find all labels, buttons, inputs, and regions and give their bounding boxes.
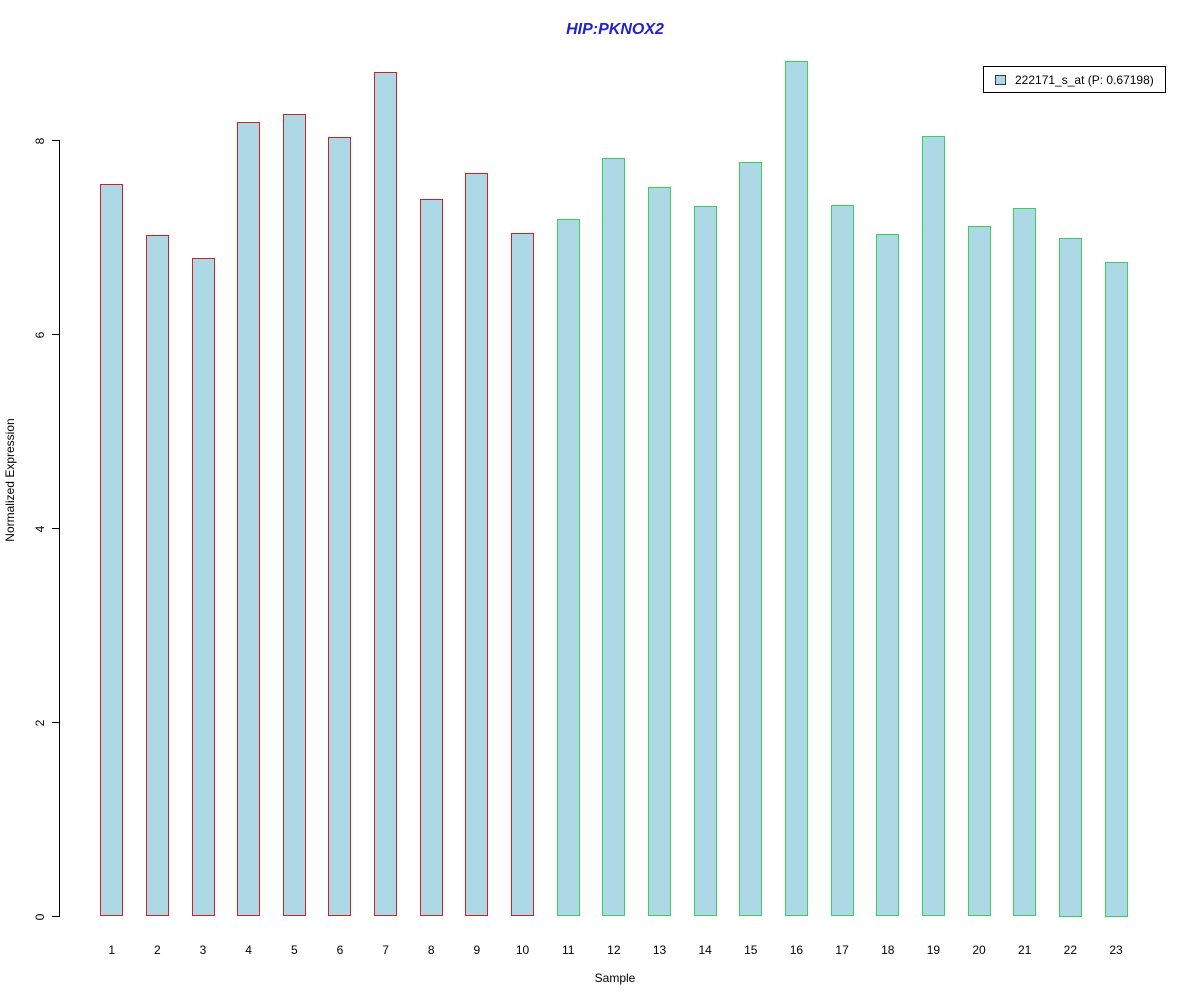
chart-title: HIP:PKNOX2	[566, 21, 664, 38]
bar	[465, 173, 489, 917]
bar	[237, 122, 261, 917]
y-axis-line	[58, 139, 60, 918]
bar	[328, 136, 352, 917]
x-tick-label: 4	[245, 943, 252, 957]
y-tick-label: 6	[33, 331, 47, 338]
bar	[784, 60, 808, 917]
bar	[693, 206, 717, 917]
x-tick-label: 18	[881, 943, 895, 957]
x-tick-label: 8	[427, 943, 435, 957]
x-tick-label: 11	[561, 943, 575, 957]
x-tick-label: 9	[473, 943, 481, 957]
x-tick-label: 22	[1063, 943, 1078, 957]
x-tick-label: 15	[744, 943, 758, 957]
x-tick-label: 7	[382, 943, 389, 957]
bar	[145, 234, 169, 917]
x-tick-label: 10	[515, 943, 530, 957]
bar	[830, 205, 854, 917]
bar	[282, 114, 306, 917]
x-tick-label: 1	[108, 943, 116, 957]
y-tick-mark	[51, 139, 59, 142]
x-tick-label: 12	[607, 943, 621, 957]
legend-swatch-icon	[995, 74, 1006, 85]
y-tick-mark	[51, 333, 59, 336]
x-tick-label: 13	[652, 943, 667, 957]
y-tick-label: 8	[33, 137, 47, 144]
x-tick-label: 2	[154, 943, 161, 957]
x-tick-label: 21	[1018, 943, 1032, 957]
bar	[876, 233, 900, 917]
bar	[739, 161, 763, 917]
bar	[648, 187, 671, 917]
y-tick-mark	[51, 915, 59, 918]
bar	[1104, 261, 1128, 917]
bar	[602, 157, 626, 917]
x-tick-label: 20	[972, 943, 986, 957]
legend-box: 222171_s_at (P: 0.67198)	[983, 66, 1166, 93]
x-tick-label: 17	[835, 943, 849, 957]
bar	[556, 219, 580, 917]
bar	[374, 71, 398, 917]
x-tick-label: 14	[698, 943, 712, 957]
x-tick-label: 5	[290, 943, 298, 957]
bar	[511, 232, 535, 917]
y-tick-mark	[51, 527, 59, 530]
bar	[967, 225, 991, 917]
x-tick-label: 16	[789, 943, 804, 957]
x-tick-label: 3	[199, 943, 207, 957]
y-tick-mark	[51, 721, 59, 724]
bar	[100, 184, 124, 917]
x-tick-label: 23	[1109, 943, 1123, 957]
bar	[191, 257, 215, 917]
y-tick-label: 2	[33, 719, 47, 726]
x-tick-label: 19	[926, 943, 941, 957]
bar	[921, 135, 945, 917]
bar	[419, 198, 443, 917]
y-tick-label: 4	[33, 525, 47, 532]
bar	[1013, 208, 1037, 917]
legend-label: 222171_s_at (P: 0.67198)	[1015, 72, 1154, 87]
x-axis-label: Sample	[594, 971, 636, 985]
y-tick-label: 0	[33, 913, 47, 920]
bar	[1058, 237, 1082, 917]
x-tick-label: 6	[336, 943, 344, 957]
